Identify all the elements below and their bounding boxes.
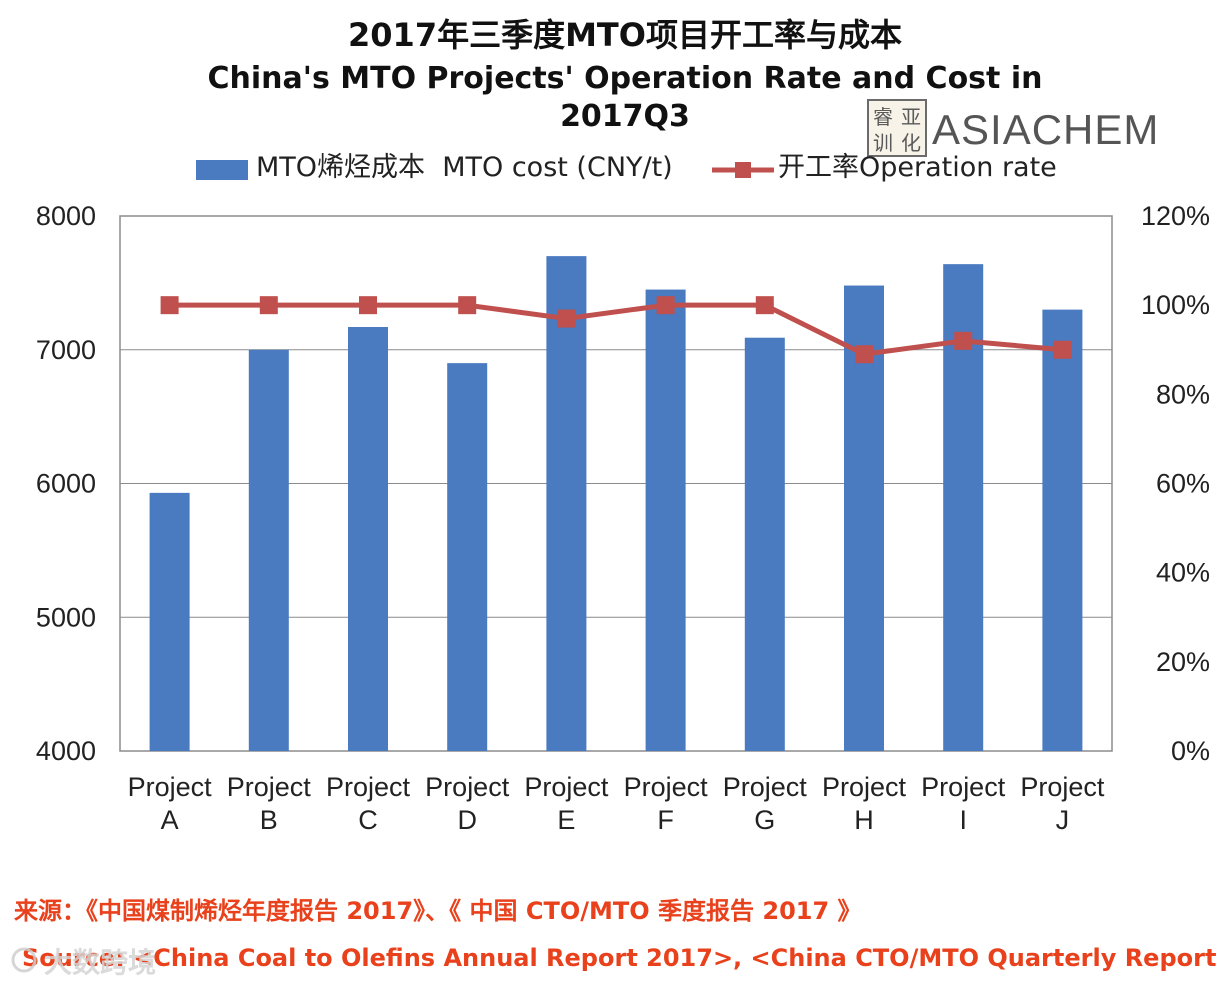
legend-label-cost: MTO烯烃成本 MTO cost (CNY/t) bbox=[256, 152, 673, 183]
line-point bbox=[259, 296, 278, 315]
x-tick-label: Project bbox=[624, 772, 709, 802]
x-tick-label: Project bbox=[128, 772, 213, 802]
source-line-cn: 来源：《中国煤制烯烃年度报告 2017》、《 中国 CTO/MTO 季度报告 2… bbox=[14, 897, 862, 925]
x-tick-label: Project bbox=[1020, 772, 1105, 802]
chart-title-cn: 2017年三季度MTO项目开工率与成本 bbox=[348, 16, 902, 54]
chart-title-en-line1: China's MTO Projects' Operation Rate and… bbox=[208, 61, 1043, 96]
x-tick-label: A bbox=[161, 805, 179, 835]
bar bbox=[645, 289, 686, 751]
line-point bbox=[1053, 340, 1072, 359]
line-point bbox=[557, 309, 576, 328]
line-point bbox=[458, 296, 477, 315]
line-point bbox=[755, 296, 774, 315]
line-point bbox=[359, 296, 377, 315]
bar bbox=[149, 492, 190, 751]
x-tick-label: H bbox=[854, 805, 874, 835]
y-left-tick-label: 8000 bbox=[36, 201, 96, 231]
legend: MTO烯烃成本 MTO cost (CNY/t) 开工率Operation ra… bbox=[196, 152, 1057, 183]
line-point bbox=[954, 331, 973, 350]
x-tick-label: J bbox=[1056, 805, 1070, 835]
x-tick-label: Project bbox=[425, 772, 510, 802]
x-tick-label: F bbox=[657, 805, 674, 835]
bar-series bbox=[149, 256, 1083, 751]
y-right-tick-label: 40% bbox=[1156, 558, 1210, 588]
logo-seal-char: 亚 bbox=[901, 105, 921, 129]
x-tick-label: Project bbox=[723, 772, 808, 802]
logo-seal bbox=[867, 99, 927, 157]
y-right-tick-label: 100% bbox=[1141, 290, 1210, 320]
x-tick-label: Project bbox=[822, 772, 907, 802]
x-tick-label: E bbox=[557, 805, 575, 835]
x-tick-label: Project bbox=[524, 772, 609, 802]
bar bbox=[1042, 309, 1083, 751]
y-axis-left: 4000 5000 6000 7000 8000 bbox=[36, 201, 96, 766]
y-right-tick-label: 0% bbox=[1171, 736, 1210, 766]
y-right-tick-label: 80% bbox=[1156, 379, 1210, 409]
x-tick-label: G bbox=[754, 805, 775, 835]
logo-seal-char: 训 bbox=[873, 131, 893, 155]
y-right-tick-label: 60% bbox=[1156, 469, 1210, 499]
bar bbox=[348, 327, 388, 751]
bar bbox=[447, 363, 488, 751]
source-line-en: Source: <China Coal to Olefins Annual Re… bbox=[22, 944, 1223, 972]
y-left-tick-label: 7000 bbox=[36, 335, 96, 365]
y-right-tick-label: 120% bbox=[1141, 201, 1210, 231]
x-tick-label: Project bbox=[326, 772, 411, 802]
legend-label-rate: 开工率Operation rate bbox=[778, 152, 1057, 183]
logo-seal-char: 睿 bbox=[873, 105, 893, 129]
x-tick-label: B bbox=[260, 805, 278, 835]
x-tick-label: I bbox=[959, 805, 967, 835]
series-line bbox=[169, 302, 1063, 357]
logo-seal-char: 化 bbox=[901, 131, 921, 155]
x-axis: ProjectAProjectBProjectCProjectDProjectE… bbox=[128, 772, 1105, 835]
legend-swatch-cost bbox=[196, 160, 248, 180]
watermark: 大数跨境 bbox=[11, 946, 156, 979]
asiachem-logo: 睿 亚 训 化 ASIACHEM bbox=[867, 99, 1159, 157]
x-tick-label: C bbox=[358, 805, 378, 835]
chart-title-en-line2: 2017Q3 bbox=[560, 99, 690, 134]
logo-text: ASIACHEM bbox=[932, 106, 1159, 153]
bar bbox=[248, 349, 289, 751]
bar bbox=[744, 337, 785, 751]
line-point bbox=[160, 296, 179, 315]
y-axis-right: 0% 20% 40% 60% 80% 100% 120% bbox=[1141, 201, 1210, 766]
watermark-icon bbox=[11, 947, 37, 973]
y-right-tick-label: 20% bbox=[1156, 647, 1210, 677]
line-point bbox=[656, 296, 675, 315]
y-left-tick-label: 4000 bbox=[36, 736, 96, 766]
line-series bbox=[160, 296, 1072, 364]
x-tick-label: Project bbox=[227, 772, 312, 802]
y-left-tick-label: 6000 bbox=[36, 469, 96, 499]
bar bbox=[546, 256, 587, 751]
y-left-tick-label: 5000 bbox=[36, 602, 96, 632]
line-point bbox=[855, 345, 873, 364]
x-tick-label: D bbox=[457, 805, 477, 835]
x-tick-label: Project bbox=[921, 772, 1006, 802]
legend-marker-rate bbox=[735, 162, 751, 178]
watermark-text: 大数跨境 bbox=[44, 946, 156, 979]
